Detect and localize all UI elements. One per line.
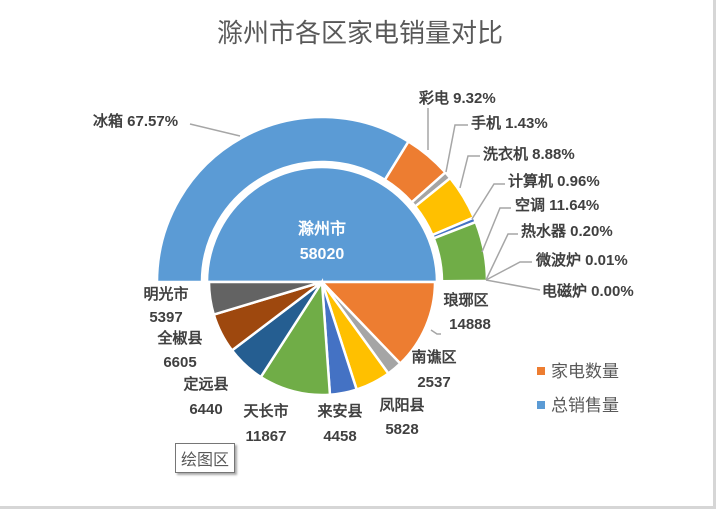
ring-label-2: 手机 1.43% — [471, 114, 548, 132]
total-value: 58020 — [300, 246, 345, 263]
legend-appliance-count: 家电数量 — [551, 362, 619, 381]
slice-total[interactable] — [205, 165, 439, 284]
district-value-2: 5828 — [385, 421, 418, 438]
district-value-0: 14888 — [449, 316, 491, 333]
leader-lines — [189, 108, 541, 335]
district-label-7: 明光市 — [143, 285, 188, 303]
legend-total-sales: 总销售量 — [551, 396, 619, 415]
district-value-4: 11867 — [246, 428, 287, 445]
district-value-6: 6605 — [163, 354, 196, 371]
district-value-3: 4458 — [323, 428, 356, 445]
district-value-1: 2537 — [417, 374, 450, 391]
legend: 家电数量 总销售量 — [537, 362, 619, 415]
legend-swatch-appliance-count — [537, 367, 545, 375]
ring-label-7: 微波炉 0.01% — [535, 251, 628, 269]
district-label-5: 定远县 — [183, 375, 228, 393]
district-value-7: 5397 — [149, 309, 182, 326]
district-label-6: 全椒县 — [156, 329, 202, 347]
ring-label-1: 彩电 9.32% — [418, 89, 496, 107]
ring-label-6: 热水器 0.20% — [521, 222, 613, 240]
district-label-2: 凤阳县 — [379, 397, 424, 414]
slice-district-7[interactable] — [207, 280, 323, 317]
ring-label-5: 空调 11.64% — [515, 196, 599, 214]
ring-segment-0[interactable] — [155, 115, 411, 284]
ring-label-0: 冰箱 67.57% — [93, 112, 178, 130]
district-label-3: 来安县 — [316, 402, 362, 420]
plot-area-tooltip: 绘图区 — [175, 443, 236, 473]
district-label-0: 琅琊区 — [443, 291, 488, 309]
slice-district-0[interactable] — [319, 280, 437, 366]
ring-label-4: 计算机 0.96% — [508, 172, 600, 190]
ring-segment-6[interactable] — [440, 279, 489, 284]
ring-label-8: 电磁炉 0.00% — [542, 282, 634, 300]
chart-title: 滁州市各区家电销量对比 — [217, 18, 503, 48]
district-label-1: 南谯区 — [411, 348, 456, 366]
district-label-4: 天长市 — [243, 402, 288, 420]
slice-district-4[interactable] — [259, 278, 332, 397]
ring-label-3: 洗衣机 8.88% — [483, 145, 575, 163]
total-label: 滁州市 — [298, 219, 346, 238]
legend-swatch-total-sales — [537, 401, 545, 409]
district-value-5: 6440 — [189, 401, 222, 418]
